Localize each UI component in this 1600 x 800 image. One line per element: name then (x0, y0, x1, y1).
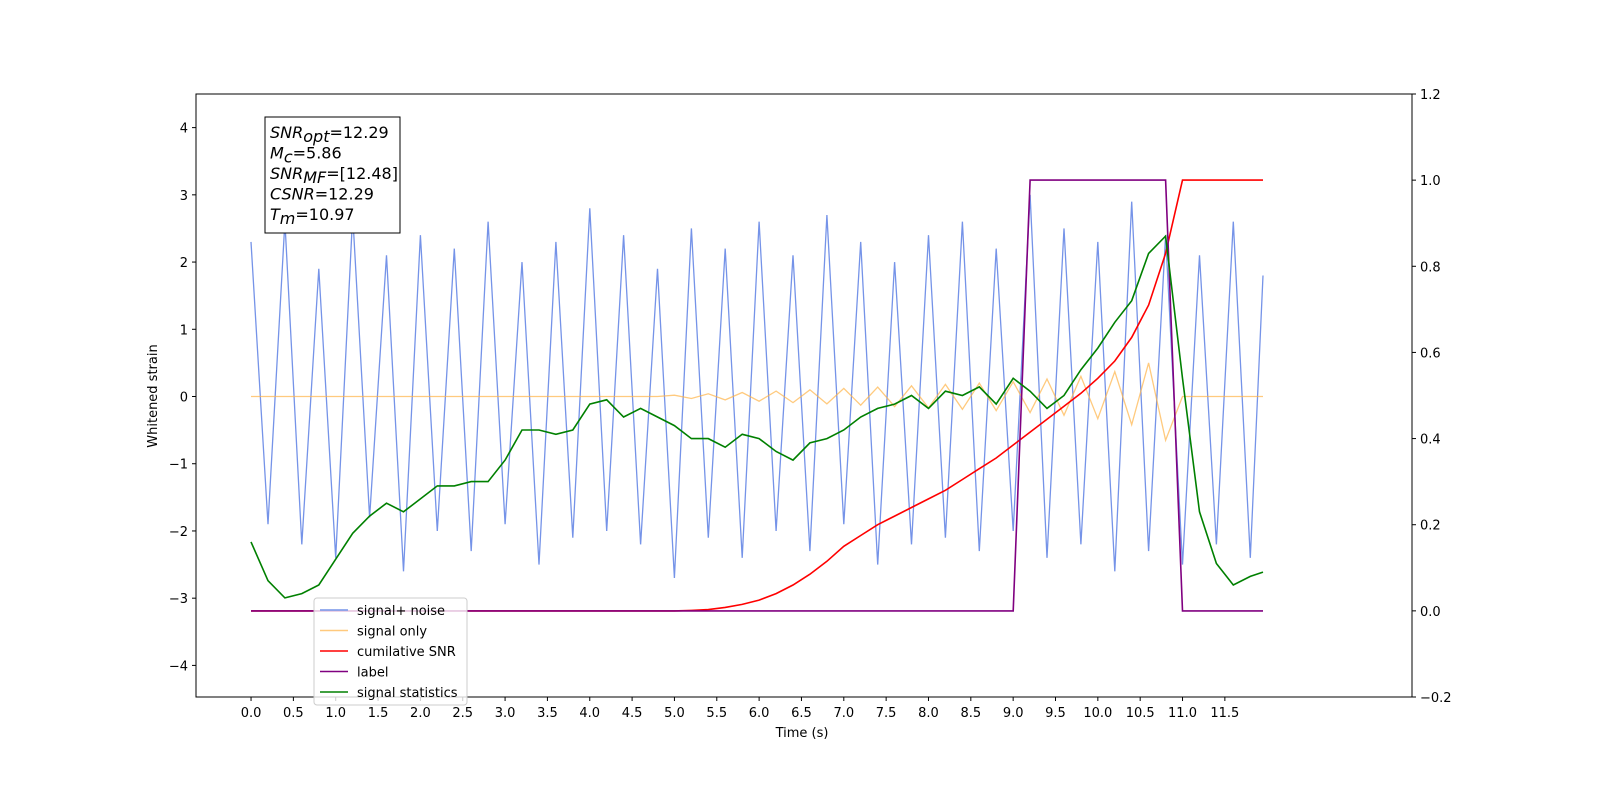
x-tick-label: 9.5 (1045, 706, 1066, 721)
annotation-symbol: SNR (270, 123, 303, 142)
y-tick-label: 0 (180, 391, 188, 406)
annotation-line: Tm=10.97 (270, 205, 355, 228)
x-tick-label: 10.5 (1126, 706, 1155, 721)
x-tick-label: 7.5 (876, 706, 897, 721)
legend-label: signal only (357, 625, 427, 640)
legend-label: signal statistics (357, 686, 458, 701)
x-tick-label: 7.0 (833, 706, 854, 721)
x-tick-label: 4.5 (622, 706, 643, 721)
y-tick-label: −1 (169, 458, 188, 473)
annotation-subscript: MF (303, 168, 327, 187)
annotation-line: CSNR=12.29 (270, 185, 374, 204)
y2-tick-label: −0.2 (1420, 691, 1452, 706)
axes-frame (195, 93, 1413, 698)
annotation-value: =12.29 (315, 185, 374, 204)
x-tick-label: 9.0 (1003, 706, 1024, 721)
annotation-box: SNRopt=12.29Mc=5.86SNRMF=[12.48]CSNR=12.… (264, 116, 401, 234)
annotation-value: =5.86 (293, 144, 342, 163)
y-tick-label: −4 (169, 659, 188, 674)
x-axis-label: Time (s) (775, 726, 829, 741)
y-tick-label: 1 (180, 323, 188, 338)
x-tick-label: 0.5 (283, 706, 304, 721)
x-tick-label: 1.5 (368, 706, 389, 721)
legend-frame (313, 597, 468, 706)
x-tick-label: 3.0 (495, 706, 516, 721)
annotation-line: Mc=5.86 (270, 144, 342, 167)
x-tick-label: 2.5 (452, 706, 473, 721)
y2-tick-label: 0.8 (1420, 260, 1441, 275)
x-tick-label: 5.5 (706, 706, 727, 721)
y-axis-label: Whitened strain (146, 344, 161, 447)
x-tick-label: 6.0 (749, 706, 770, 721)
y-tick-label: −2 (169, 525, 188, 540)
legend-label: cumilative SNR (357, 645, 456, 660)
x-tick-label: 1.0 (325, 706, 346, 721)
y-tick-label: 3 (180, 189, 188, 204)
x-tick-label: 10.0 (1083, 706, 1112, 721)
series-line (250, 234, 1264, 599)
y2-tick-label: 0.2 (1420, 519, 1441, 534)
annotation-symbol: CSNR (270, 185, 315, 204)
annotation-line: SNRMF=[12.48] (270, 164, 398, 187)
annotation-symbol: T (270, 205, 281, 224)
y-tick-label: −3 (169, 592, 188, 607)
y2-tick-label: 0.4 (1420, 433, 1441, 448)
y2-tick-label: 1.0 (1420, 174, 1441, 189)
x-tick-label: 4.0 (579, 706, 600, 721)
x-tick-label: 11.5 (1210, 706, 1239, 721)
annotation-value: =12.29 (329, 123, 388, 142)
annotation-value: =10.97 (295, 205, 354, 224)
x-tick-label: 5.0 (664, 706, 685, 721)
annotation-subscript: c (284, 148, 293, 167)
legend-label: signal+ noise (357, 604, 445, 619)
annotation-subscript: m (280, 209, 296, 228)
annotation-subscript: opt (303, 127, 330, 146)
x-tick-label: 0.0 (241, 706, 262, 721)
y-tick-label: 4 (180, 122, 188, 137)
x-tick-label: 3.5 (537, 706, 558, 721)
annotation-frame (264, 116, 401, 234)
x-tick-label: 6.5 (791, 706, 812, 721)
series-line (250, 194, 1264, 579)
annotation-symbol: SNR (270, 164, 303, 183)
y2-tick-label: 1.2 (1420, 88, 1441, 103)
annotation-value: =[12.48] (326, 164, 398, 183)
y-tick-label: 2 (180, 256, 188, 271)
series-line (251, 362, 1263, 443)
x-tick-label: 11.0 (1168, 706, 1197, 721)
x-tick-label: 2.0 (410, 706, 431, 721)
x-tick-label: 8.5 (960, 706, 981, 721)
legend-label: label (357, 666, 388, 681)
y2-tick-label: 0.0 (1420, 605, 1441, 620)
y2-tick-label: 0.6 (1420, 346, 1441, 361)
annotation-line: SNRopt=12.29 (270, 123, 389, 146)
x-tick-label: 8.0 (918, 706, 939, 721)
annotation-symbol: M (270, 144, 284, 163)
legend: signal+ noise signal only cumilative SNR la… (313, 597, 468, 706)
